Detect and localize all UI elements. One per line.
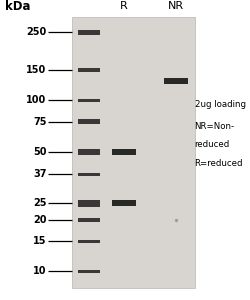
Bar	[163, 78, 187, 84]
Text: 75: 75	[33, 117, 46, 127]
Text: 15: 15	[33, 236, 46, 246]
Text: kDa: kDa	[5, 1, 30, 13]
Text: 10: 10	[33, 266, 46, 276]
Bar	[78, 99, 100, 102]
Bar	[78, 119, 100, 124]
Bar	[78, 218, 100, 222]
Bar	[78, 30, 100, 34]
Text: R: R	[120, 1, 128, 11]
Text: 25: 25	[33, 198, 46, 208]
Bar	[78, 240, 100, 243]
Text: 20: 20	[33, 215, 46, 225]
Bar	[78, 270, 100, 273]
Text: R=reduced: R=reduced	[194, 159, 242, 168]
Bar	[71, 16, 194, 288]
Bar	[78, 149, 100, 155]
Text: 100: 100	[26, 95, 46, 106]
Text: 150: 150	[26, 65, 46, 75]
Bar	[112, 149, 136, 155]
Text: 37: 37	[33, 169, 46, 179]
Text: 250: 250	[26, 28, 46, 38]
Text: 50: 50	[33, 147, 46, 157]
Text: NR=Non-: NR=Non-	[194, 122, 234, 131]
Text: reduced: reduced	[194, 140, 229, 149]
Text: 2ug loading: 2ug loading	[194, 100, 244, 109]
Text: NR: NR	[167, 1, 183, 11]
Bar	[78, 68, 100, 72]
Bar	[78, 172, 100, 176]
Bar	[112, 200, 136, 206]
Bar	[78, 200, 100, 207]
